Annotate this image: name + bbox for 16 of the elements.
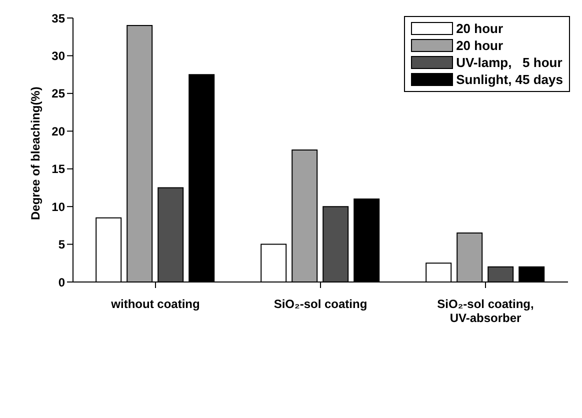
x-tick-label: SiO₂-sol coating, UV-absorber: [437, 297, 534, 325]
y-axis-title: Degree of bleaching(%): [28, 86, 42, 220]
y-tick-label: 5: [58, 238, 66, 252]
y-tick-label: 10: [52, 200, 66, 214]
legend-label: 20 hour: [456, 21, 504, 36]
y-tick-label: 20: [52, 124, 66, 138]
legend-label: 20 hour: [456, 38, 504, 53]
legend-label: Sunlight, 45 days: [456, 72, 563, 87]
y-tick-label: 30: [52, 48, 66, 63]
x-tick-label: without coating: [110, 297, 200, 311]
y-tick-label: 35: [52, 11, 66, 26]
legend-label: UV-lamp, 5 hour: [456, 55, 562, 70]
y-tick-label: 0: [58, 275, 66, 290]
x-tick-label: SiO₂-sol coating: [274, 297, 368, 311]
y-tick-label: 25: [52, 86, 66, 101]
y-tick-label: 15: [52, 162, 66, 176]
